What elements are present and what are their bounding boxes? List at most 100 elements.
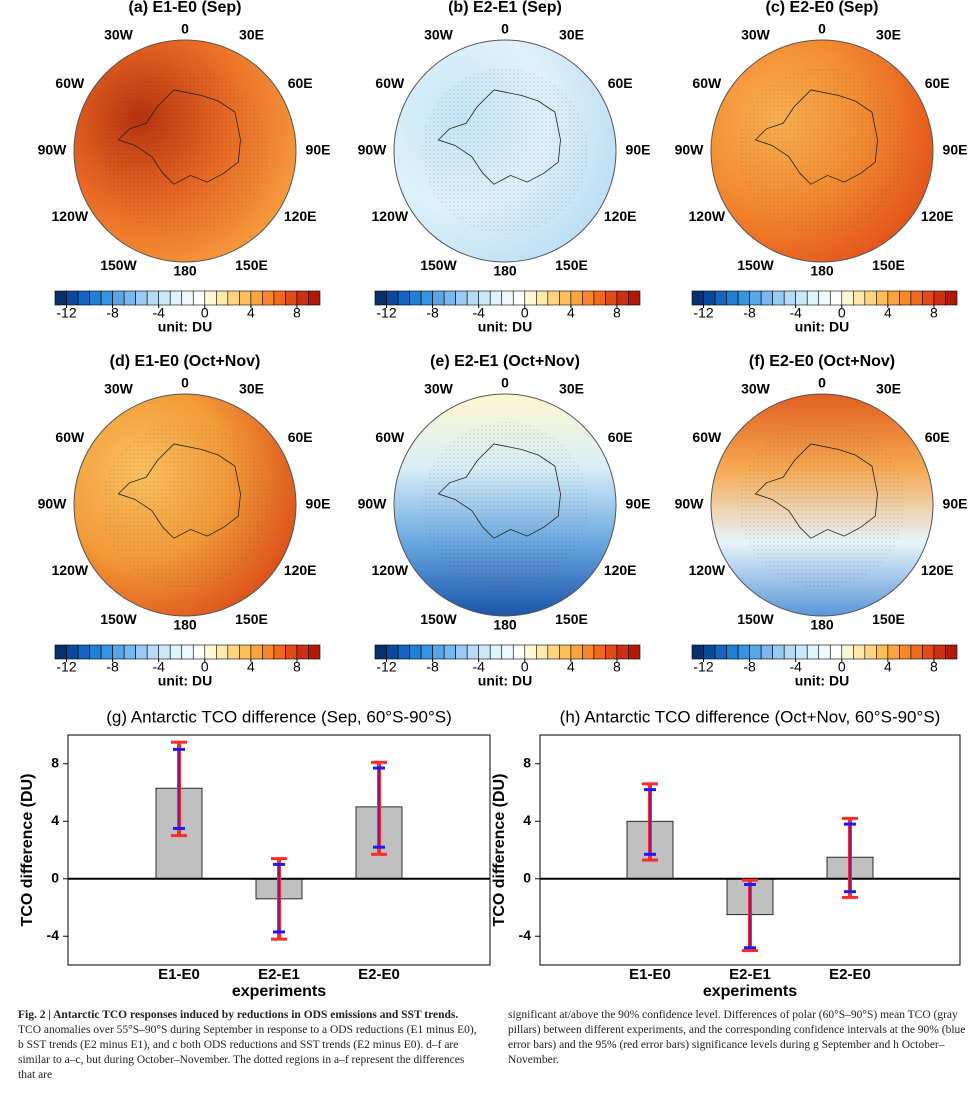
longitude-label: 120E (604, 208, 637, 224)
colorbar-cell (374, 290, 387, 306)
colorbar-cell (397, 290, 410, 306)
longitude-label: 60E (608, 75, 633, 91)
colorbar-cell (216, 290, 229, 306)
longitude-label: 30W (424, 27, 454, 43)
colorbar-cell (239, 644, 252, 660)
longitude-label: 90E (626, 496, 651, 512)
longitude-label: 90E (306, 142, 331, 158)
colorbar-cell (547, 290, 560, 306)
longitude-label: 150E (872, 611, 905, 627)
colorbar-cell (123, 644, 136, 660)
figure: (a) E1-E0 (Sep) 0 30E 60E 90E 120E 150E 180 150W… (19, 0, 967, 1000)
longitude-label: 0 (181, 375, 189, 391)
colorbar-cell (250, 290, 263, 306)
colorbar-tick-label: -12 (693, 659, 713, 675)
colorbar-cell (146, 290, 159, 306)
colorbar-cell (795, 290, 808, 306)
colorbar-cell (77, 644, 90, 660)
longitude-label: 120E (284, 208, 317, 224)
longitude-label: 0 (501, 21, 509, 37)
stipple (101, 67, 269, 235)
colorbar-cell (169, 644, 183, 660)
longitude-label: 150W (737, 611, 774, 627)
colorbar-tick-label: 8 (613, 305, 621, 321)
colorbar-cell (386, 644, 399, 660)
colorbar-cell (806, 644, 820, 660)
colorbar-cell (54, 290, 67, 306)
colorbar-cell (945, 290, 958, 306)
colorbar-cell (455, 644, 468, 660)
colorbar-cell (100, 644, 113, 660)
colorbar-cell (204, 644, 217, 660)
longitude-label: 30W (424, 381, 454, 397)
colorbar-cell (54, 644, 67, 660)
longitude-label: 60W (692, 429, 722, 445)
colorbar-cell (397, 644, 410, 660)
colorbar-tick-label: 4 (884, 659, 892, 675)
colorbar-cell (66, 644, 79, 660)
longitude-label: 120W (689, 208, 726, 224)
y-tick-label: 4 (51, 812, 59, 828)
colorbar-tick-label: 0 (521, 305, 529, 321)
y-tick-label: 0 (51, 869, 59, 885)
coastline (754, 89, 878, 185)
colorbar-tick-label: 8 (293, 305, 301, 321)
colorbar-tick-label: 8 (930, 659, 938, 675)
colorbar-unit: unit: DU (158, 673, 212, 689)
longitude-label: 0 (818, 375, 826, 391)
map-title: (c) E2-E0 (Sep) (766, 0, 879, 16)
colorbar-tick-label: -12 (376, 659, 396, 675)
colorbar-cell (818, 644, 831, 660)
colorbar-cell (795, 644, 808, 660)
x-tick-label: E2-E0 (829, 966, 871, 983)
longitude-label: 150W (420, 257, 457, 273)
colorbar-cell (864, 290, 877, 306)
colorbar-cell (887, 644, 900, 660)
longitude-label: 180 (810, 263, 834, 279)
colorbar-cell (455, 290, 468, 306)
colorbar-unit: unit: DU (795, 319, 849, 335)
colorbar-unit: unit: DU (158, 319, 212, 335)
longitude-label: 90E (306, 496, 331, 512)
colorbar-tick-label: -8 (743, 305, 756, 321)
colorbar-cell (772, 644, 785, 660)
colorbar-cell (559, 644, 572, 660)
colorbar-tick-label: -4 (472, 305, 485, 321)
colorbar-tick-label: 4 (884, 305, 892, 321)
colorbar-cell (922, 644, 935, 660)
colorbar-unit: unit: DU (478, 319, 532, 335)
map-title: (f) E2-E0 (Oct+Nov) (749, 353, 895, 370)
colorbar-cell (536, 290, 549, 306)
colorbar-tick-label: 8 (293, 659, 301, 675)
colorbar-tick-label: 0 (201, 659, 209, 675)
y-tick-label: -4 (47, 927, 60, 943)
longitude-label: 150E (555, 257, 588, 273)
colorbar-cell (703, 644, 716, 660)
colorbar-tick-label: -8 (426, 659, 439, 675)
longitude-label: 90E (626, 142, 651, 158)
coastline (117, 89, 241, 185)
longitude-label: 120W (52, 562, 89, 578)
colorbar-cell (899, 644, 912, 660)
colorbar-cell (478, 290, 491, 306)
colorbar-cell (593, 290, 606, 306)
x-tick-label: E2-E1 (729, 966, 771, 983)
longitude-label: 60W (55, 75, 85, 91)
colorbar-cell (933, 644, 946, 660)
colorbar-cell (420, 644, 433, 660)
longitude-label: 180 (493, 263, 517, 279)
colorbar-cell (841, 644, 854, 660)
longitude-label: 30E (876, 27, 901, 43)
longitude-label: 180 (173, 263, 197, 279)
longitude-label: 60E (288, 75, 313, 91)
colorbar-cell (432, 290, 445, 306)
colorbar-tick-label: -8 (106, 659, 119, 675)
colorbar-cell (876, 290, 889, 306)
colorbar-cell (227, 290, 240, 306)
longitude-label: 30W (104, 381, 134, 397)
stipple (421, 67, 589, 235)
colorbar-tick-label: -8 (106, 305, 119, 321)
longitude-label: 0 (501, 375, 509, 391)
colorbar-tick-label: 0 (838, 659, 846, 675)
colorbar-cell (489, 644, 503, 660)
